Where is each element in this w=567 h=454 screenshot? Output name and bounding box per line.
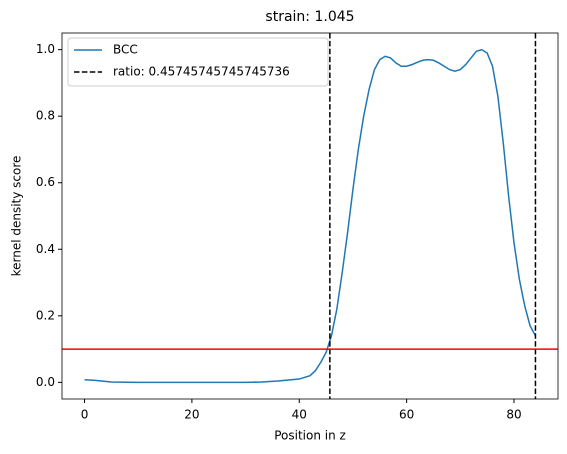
legend-label: BCC: [113, 43, 138, 57]
x-axis-label: Position in z: [274, 429, 346, 443]
y-tick-label: 0.6: [36, 175, 55, 189]
x-tick-label: 0: [81, 408, 89, 422]
x-tick-label: 20: [184, 408, 199, 422]
y-tick-label: 0.8: [36, 109, 55, 123]
y-tick-label: 0.0: [36, 375, 55, 389]
y-axis-label: kernel density score: [10, 156, 24, 277]
line-series: [84, 48, 537, 384]
x-tick-label: 40: [292, 408, 307, 422]
chart-title: strain: 1.045: [265, 9, 354, 25]
legend-box: [67, 37, 329, 87]
y-tick-label: 0.2: [36, 308, 55, 322]
y-tick-label: 0.4: [36, 242, 55, 256]
plot-frame: [61, 32, 559, 400]
y-tick-label: 1.0: [36, 42, 55, 56]
x-tick-label: 60: [399, 408, 414, 422]
legend-label: ratio: 0.45745745745745736: [113, 65, 290, 79]
x-tick-label: 80: [506, 408, 521, 422]
